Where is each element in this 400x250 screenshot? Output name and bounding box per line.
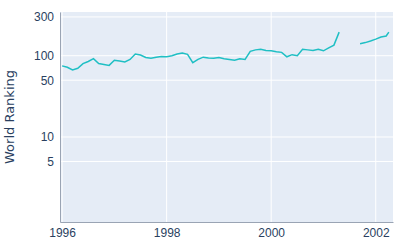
x-axis-line (61, 222, 394, 223)
y-axis-title: World Ranking (2, 70, 17, 164)
y-tick-label: 10 (41, 130, 55, 144)
y-tick-label: 5 (47, 155, 54, 169)
grid-line-y (60, 55, 393, 56)
x-tick-label: 1998 (154, 226, 181, 240)
y-tick-label: 100 (34, 49, 54, 63)
grid-line-x (375, 12, 376, 222)
y-axis: 5 10 50 100 300 (34, 10, 61, 222)
x-axis: 1996 1998 2000 2002 (49, 222, 393, 240)
grid-line-x (166, 12, 167, 222)
y-tick: 300 (34, 10, 60, 24)
grid-line-y (60, 136, 393, 137)
y-axis-line (60, 13, 61, 223)
chart: 1996 1998 2000 2002 5 10 50 100 300 World Ranking (0, 0, 400, 250)
grid-line-x (62, 12, 63, 222)
plot-area (62, 32, 389, 70)
grid-line-y (60, 161, 393, 162)
y-tick-label: 50 (41, 74, 55, 88)
x-tick: 1998 (154, 222, 181, 240)
x-tick: 2002 (363, 222, 390, 240)
grid-line-y (60, 16, 393, 17)
x-tick-label: 2000 (258, 226, 285, 240)
y-tick: 50 (41, 74, 60, 88)
x-tick: 1996 (49, 222, 76, 240)
y-tick: 100 (34, 49, 60, 63)
grid-line-y (60, 80, 393, 81)
y-tick: 5 (47, 155, 60, 169)
y-tick: 10 (41, 130, 60, 144)
x-tick-label: 2002 (363, 226, 390, 240)
x-tick: 2000 (258, 222, 285, 240)
plot-background (60, 12, 393, 222)
grid (60, 12, 393, 222)
ranking-line (62, 32, 389, 70)
y-tick-label: 300 (34, 10, 54, 24)
x-tick-label: 1996 (49, 226, 76, 240)
grid-line-x (271, 12, 272, 222)
